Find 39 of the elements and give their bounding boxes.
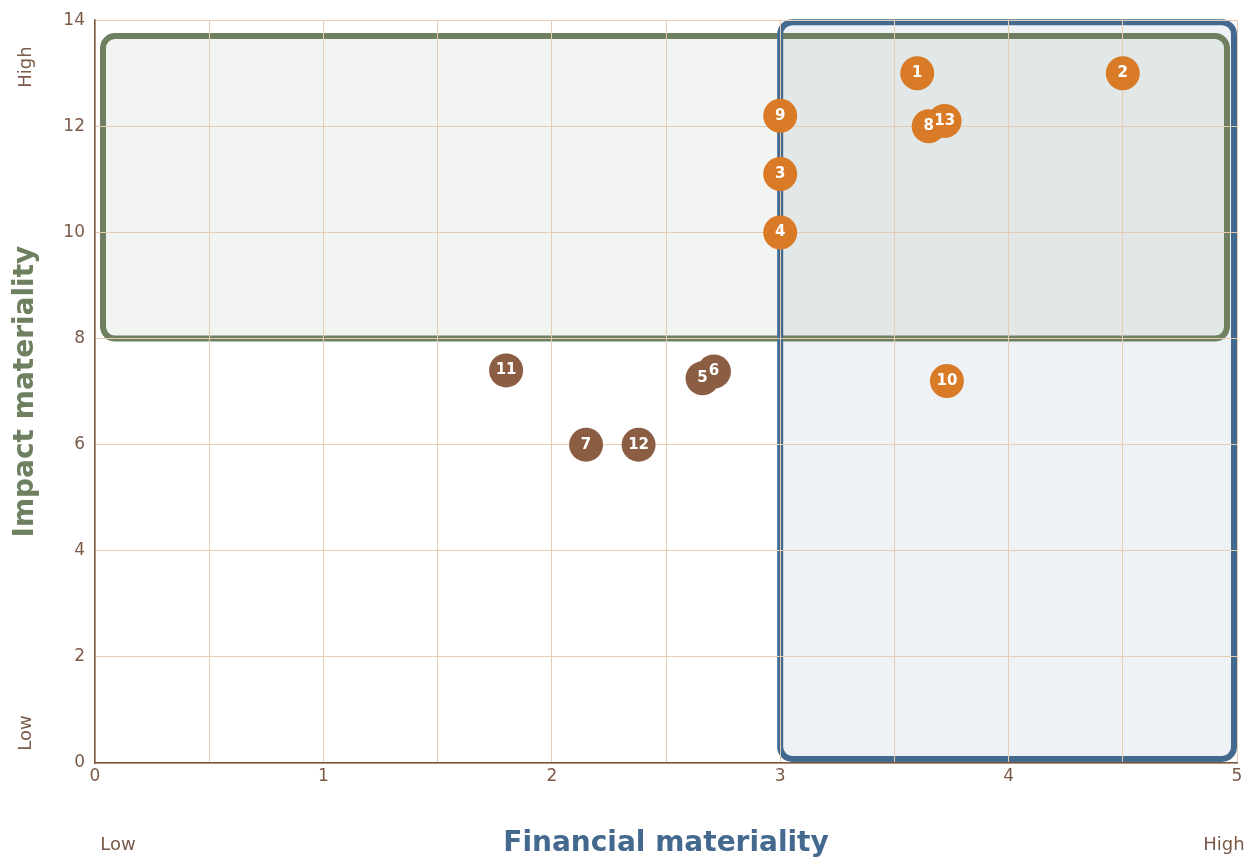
text: High [1203,832,1245,854]
x-tick-label: 1 [317,764,329,785]
annotation: 7 [580,434,592,453]
x-tick-label: 2 [546,764,558,785]
point [900,56,935,91]
y-tick-label: 4 [74,539,85,560]
y-tick-label: 12 [63,114,85,135]
point [763,157,798,192]
y-axis-title: Impact materiality [7,245,41,538]
x-axis-title: Financial materiality [503,825,829,859]
x-tick-label: 5 [1231,764,1243,785]
annotation: 9 [774,105,786,124]
annotation: 4 [774,222,786,241]
annotation: 12 [628,434,650,453]
text: Low [100,832,136,854]
annotation: 10 [936,370,958,389]
text: Low [13,715,35,751]
y-tick-label: 10 [63,220,85,241]
annotation: 3 [774,163,786,182]
y-tick-label: 0 [74,751,85,772]
point [763,98,798,133]
annotation: 11 [495,360,517,379]
x-tick-label: 4 [1003,764,1015,785]
annotation: 8 [923,116,934,135]
y-tick-label: 2 [74,645,85,666]
point [1105,56,1140,91]
x-tick-label: 3 [774,764,786,785]
y-tick-label: 8 [74,326,85,347]
annotation: 6 [708,361,720,380]
annotation: 1 [912,63,923,82]
text: High [13,46,35,88]
point [763,215,798,250]
annotation: 13 [934,110,956,129]
y-tick-label: 14 [63,8,85,29]
point [569,427,604,462]
y-tick-label: 6 [74,433,85,454]
annotation: 5 [697,368,708,387]
annotation: 2 [1117,63,1129,82]
x-tick-label: 0 [89,764,101,785]
